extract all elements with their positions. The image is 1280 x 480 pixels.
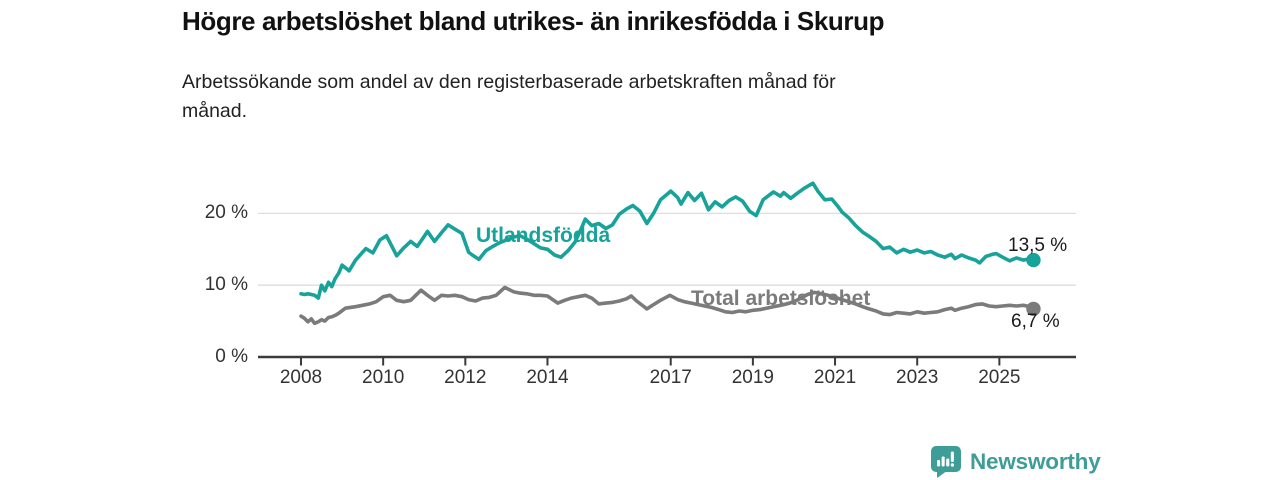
- newsworthy-logo-text: Newsworthy: [970, 449, 1101, 474]
- x-axis-label: 2023: [896, 367, 939, 388]
- x-axis-label: 2021: [813, 367, 857, 388]
- series-label-utlandsfodda: Utlandsfödda: [476, 224, 611, 247]
- chart-title: Högre arbetslöshet bland utrikes- än inr…: [182, 6, 885, 36]
- end-value-label-utlandsfodda: 13,5 %: [1008, 235, 1068, 256]
- newsworthy-logo: Newsworthy: [931, 446, 1101, 478]
- x-axis-label: 2012: [444, 367, 487, 388]
- end-value-label-total: 6,7 %: [1011, 311, 1060, 332]
- x-axis-label: 2019: [731, 367, 775, 388]
- newsworthy-logo-icon: [931, 446, 961, 478]
- series-line-utlandsfodda: [299, 181, 1036, 300]
- x-axis-label: 2017: [649, 367, 692, 388]
- x-axis-label: 2010: [362, 367, 405, 388]
- series-line-total: [299, 285, 1036, 326]
- chart-subtitle: Arbetssökande som andel av den registerb…: [182, 71, 836, 122]
- y-axis-label: 20 %: [204, 202, 248, 224]
- y-axis-label: 0 %: [215, 346, 248, 367]
- series-end-dot-utlandsfodda: [1026, 252, 1041, 268]
- x-axis-label: 2014: [526, 367, 569, 388]
- x-axis-label: 2008: [279, 367, 323, 388]
- series-label-total-arbetsloshet: Total arbetslöshet: [691, 287, 871, 310]
- x-axis-label: 2025: [978, 367, 1021, 388]
- y-axis-label: 10 %: [204, 274, 248, 296]
- series-end-dot-total: [1026, 301, 1041, 317]
